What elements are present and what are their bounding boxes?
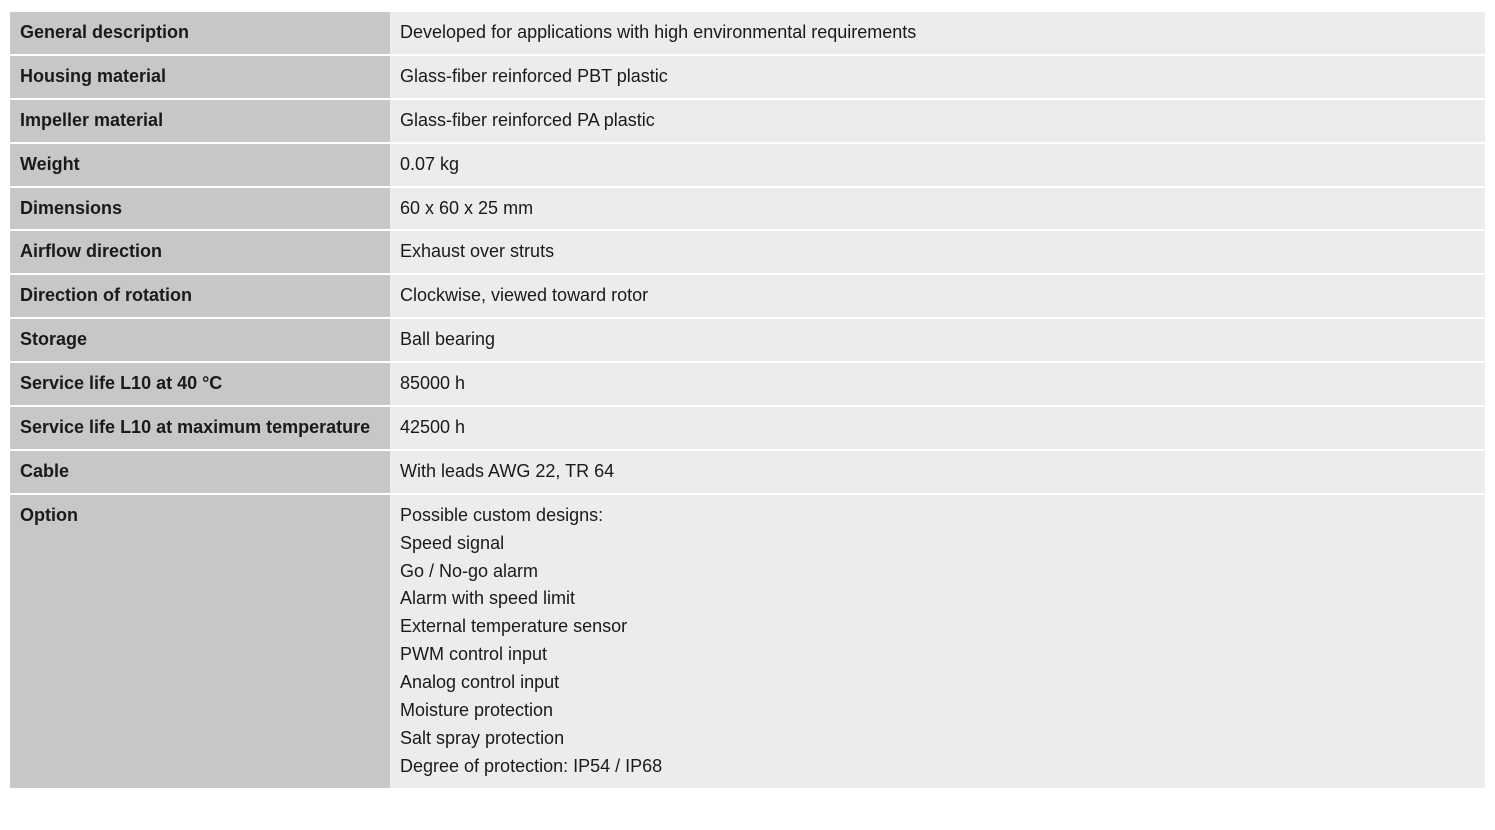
spec-value: With leads AWG 22, TR 64 [390,451,1485,493]
spec-label: Housing material [10,56,390,98]
spec-value: Glass-fiber reinforced PBT plastic [390,56,1485,98]
spec-label: Direction of rotation [10,275,390,317]
table-row: Housing materialGlass-fiber reinforced P… [10,56,1485,98]
table-row: General descriptionDeveloped for applica… [10,12,1485,54]
table-row: Impeller materialGlass-fiber reinforced … [10,100,1485,142]
spec-value: Clockwise, viewed toward rotor [390,275,1485,317]
spec-table: General descriptionDeveloped for applica… [10,10,1485,790]
spec-label: Cable [10,451,390,493]
table-row: Airflow directionExhaust over struts [10,231,1485,273]
spec-value: 0.07 kg [390,144,1485,186]
table-row: Weight0.07 kg [10,144,1485,186]
table-row: StorageBall bearing [10,319,1485,361]
spec-label: Option [10,495,390,788]
spec-value: 42500 h [390,407,1485,449]
spec-value: Developed for applications with high env… [390,12,1485,54]
spec-label: Dimensions [10,188,390,230]
spec-label: Service life L10 at 40 °C [10,363,390,405]
spec-label: Impeller material [10,100,390,142]
spec-label: General description [10,12,390,54]
spec-label: Service life L10 at maximum temperature [10,407,390,449]
spec-value: 85000 h [390,363,1485,405]
table-row: Service life L10 at 40 °C85000 h [10,363,1485,405]
spec-value: Possible custom designs: Speed signal Go… [390,495,1485,788]
table-row: OptionPossible custom designs: Speed sig… [10,495,1485,788]
spec-label: Storage [10,319,390,361]
spec-label: Weight [10,144,390,186]
spec-value: 60 x 60 x 25 mm [390,188,1485,230]
table-row: CableWith leads AWG 22, TR 64 [10,451,1485,493]
table-row: Dimensions60 x 60 x 25 mm [10,188,1485,230]
spec-table-body: General descriptionDeveloped for applica… [10,12,1485,788]
table-row: Direction of rotationClockwise, viewed t… [10,275,1485,317]
spec-value: Exhaust over struts [390,231,1485,273]
spec-label: Airflow direction [10,231,390,273]
spec-value: Ball bearing [390,319,1485,361]
table-row: Service life L10 at maximum temperature4… [10,407,1485,449]
spec-value: Glass-fiber reinforced PA plastic [390,100,1485,142]
